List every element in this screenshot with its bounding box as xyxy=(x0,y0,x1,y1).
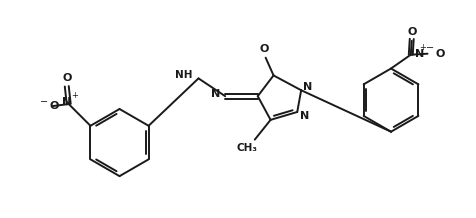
Text: O: O xyxy=(436,49,445,59)
Text: O: O xyxy=(62,73,71,83)
Text: N: N xyxy=(211,89,220,99)
Text: N: N xyxy=(299,111,309,121)
Text: N: N xyxy=(62,97,71,107)
Text: O: O xyxy=(407,27,416,37)
Text: CH₃: CH₃ xyxy=(237,143,258,153)
Text: O: O xyxy=(260,44,269,54)
Text: N: N xyxy=(304,82,313,92)
Text: −: − xyxy=(40,97,48,107)
Text: +: + xyxy=(419,43,426,52)
Text: N: N xyxy=(415,49,424,59)
Text: +: + xyxy=(71,91,78,100)
Text: NH: NH xyxy=(175,70,193,80)
Text: O: O xyxy=(50,101,60,111)
Text: −: − xyxy=(426,43,435,53)
